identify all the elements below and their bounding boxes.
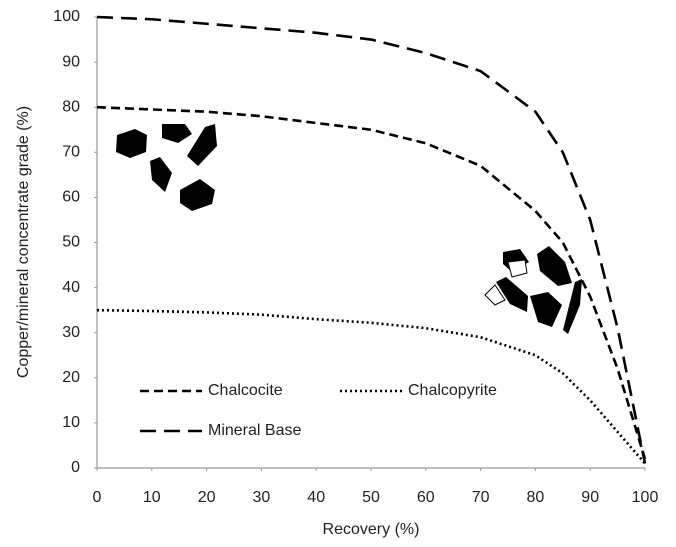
- x-tick-label: 40: [307, 489, 325, 506]
- legend-label: Chalcocite: [208, 382, 283, 399]
- y-tick-label: 20: [62, 369, 80, 386]
- x-tick-label: 20: [198, 489, 216, 506]
- series-line: [97, 17, 645, 463]
- x-tick-label: 80: [527, 489, 545, 506]
- x-tick-label: 100: [632, 489, 659, 506]
- y-tick-label: 80: [62, 98, 80, 115]
- y-tick-label: 90: [62, 53, 80, 70]
- y-tick-label: 100: [53, 8, 80, 25]
- y-tick-label: 70: [62, 144, 80, 161]
- x-tick-label: 60: [417, 489, 435, 506]
- y-tick-label: 10: [62, 414, 80, 431]
- y-tick-label: 60: [62, 189, 80, 206]
- x-tick-label: 10: [143, 489, 161, 506]
- particles-illustration: [116, 124, 582, 334]
- x-tick-label: 90: [581, 489, 599, 506]
- y-tick-label: 40: [62, 279, 80, 296]
- x-tick-label: 70: [472, 489, 490, 506]
- chart: Recovery (%) Copper/mineral concentrate …: [0, 0, 676, 547]
- legend-label: Chalcopyrite: [408, 382, 497, 399]
- x-tick-label: 30: [253, 489, 271, 506]
- y-tick-label: 0: [71, 459, 80, 476]
- x-axis-label: Recovery (%): [323, 521, 420, 538]
- y-tick-label: 30: [62, 324, 80, 341]
- legend-label: Mineral Base: [208, 422, 301, 439]
- y-tick-label: 50: [62, 234, 80, 251]
- y-axis-label: Copper/mineral concentrate grade (%): [15, 106, 32, 378]
- x-tick-label: 0: [93, 489, 102, 506]
- series-line: [97, 310, 645, 463]
- x-tick-label: 50: [362, 489, 380, 506]
